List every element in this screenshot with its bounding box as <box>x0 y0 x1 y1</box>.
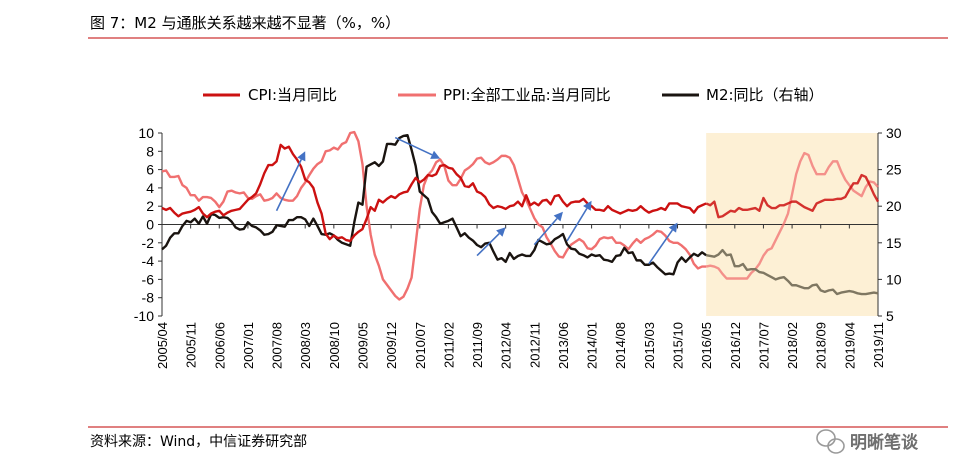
y-left-tick-label: 2 <box>146 198 154 214</box>
wechat-logo-icon <box>816 429 845 454</box>
y-right-tick-label: 15 <box>886 235 902 251</box>
annotation-arrowhead <box>553 211 563 222</box>
annotation-arrow <box>275 159 303 212</box>
annotation-arrow <box>394 136 433 156</box>
annotation-arrowhead <box>668 222 678 233</box>
x-tick-label: 2005/11 <box>184 322 199 368</box>
x-tick-label: 2011/09 <box>470 322 485 368</box>
x-tick-label: 2019/04 <box>842 322 857 369</box>
x-tick-label: 2005/04 <box>155 322 170 369</box>
x-tick-label: 2016/12 <box>728 322 743 369</box>
annotation-arrow <box>648 229 674 265</box>
x-tick-label: 2014/08 <box>613 322 628 369</box>
x-tick-label: 2010/07 <box>413 322 428 369</box>
series-line-m2-highlight <box>705 248 879 296</box>
series-line-m2 <box>161 134 707 276</box>
source-note: 资料来源：Wind，中信证券研究部 <box>90 434 307 450</box>
x-tick-label: 2012/11 <box>527 322 542 368</box>
x-tick-label: 2013/06 <box>556 322 571 369</box>
y-right-tick-label: 25 <box>886 162 902 178</box>
x-tick-label: 2009/05 <box>355 322 370 369</box>
y-left-tick-label: 6 <box>146 162 154 178</box>
y-left-tick-label: -8 <box>142 290 155 306</box>
watermark: 明晰笔谈 <box>816 429 919 454</box>
y-right-tick-label: 20 <box>886 198 902 214</box>
x-tick-label: 2006/06 <box>212 322 227 369</box>
axes: -10 -8 -6 -4 -2 0 2 4 6 8 10 5 10 15 20 25 30 2005/04 2005… <box>134 125 902 369</box>
x-tick-label: 2009/12 <box>384 322 399 369</box>
y-right-tick-label: 10 <box>886 271 902 287</box>
series-line-cpi-highlight <box>705 173 880 219</box>
legend: CPI:当月同比 PPI:全部工业品:当月同比 M2:同比（右轴） <box>203 86 824 104</box>
x-tick-label: 2018/09 <box>814 322 829 369</box>
x-tick-label: 2012/04 <box>499 322 514 369</box>
watermark-text: 明晰笔谈 <box>850 432 919 453</box>
chart-title: 图 7：M2 与通胀关系越来越不显著（%，%） <box>90 14 400 32</box>
y-left-tick-label: -4 <box>142 253 155 269</box>
x-tick-label: 2018/02 <box>785 322 800 369</box>
annotation-arrow <box>476 233 500 257</box>
y-right-tick-label: 30 <box>886 125 902 141</box>
y-left-tick-label: -10 <box>134 308 154 324</box>
x-tick-label: 2014/01 <box>585 322 600 369</box>
legend-label-m2: M2:同比（右轴） <box>706 86 824 104</box>
annotation-arrowhead <box>430 150 441 159</box>
y-left-tick-label: -6 <box>142 271 155 287</box>
x-tick-label: 2007/01 <box>241 322 256 369</box>
y-left-tick-label: 4 <box>146 180 154 196</box>
x-tick-label: 2008/10 <box>327 322 342 369</box>
annotation-arrows <box>275 136 678 265</box>
y-right-tick-label: 5 <box>886 308 894 324</box>
x-tick-label: 2015/10 <box>671 322 686 369</box>
x-tick-label: 2016/05 <box>699 322 714 369</box>
series-line-cpi <box>161 143 707 243</box>
series-line-ppi <box>161 130 707 301</box>
annotation-arrowhead <box>297 151 306 162</box>
series-line-ppi-highlight <box>705 151 879 280</box>
x-tick-label: 2017/07 <box>756 322 771 369</box>
annotation-arrow <box>533 217 558 246</box>
annotation-arrow <box>566 207 588 242</box>
x-tick-label: 2007/08 <box>270 322 285 369</box>
legend-label-cpi: CPI:当月同比 <box>248 86 337 104</box>
y-left-tick-label: 10 <box>138 125 154 141</box>
x-tick-label: 2019/11 <box>871 322 886 368</box>
y-left-tick-label: 8 <box>146 143 154 159</box>
annotation-arrowhead <box>496 227 506 237</box>
x-tick-label: 2008/03 <box>298 322 313 369</box>
x-tick-label: 2015/03 <box>642 322 657 369</box>
y-left-tick-label: -2 <box>142 235 155 251</box>
series-lines <box>161 130 880 301</box>
x-tick-label: 2011/02 <box>441 322 456 368</box>
y-left-tick-label: 0 <box>146 217 154 233</box>
annotation-arrowhead <box>583 200 592 211</box>
legend-label-ppi: PPI:全部工业品:当月同比 <box>443 86 611 104</box>
